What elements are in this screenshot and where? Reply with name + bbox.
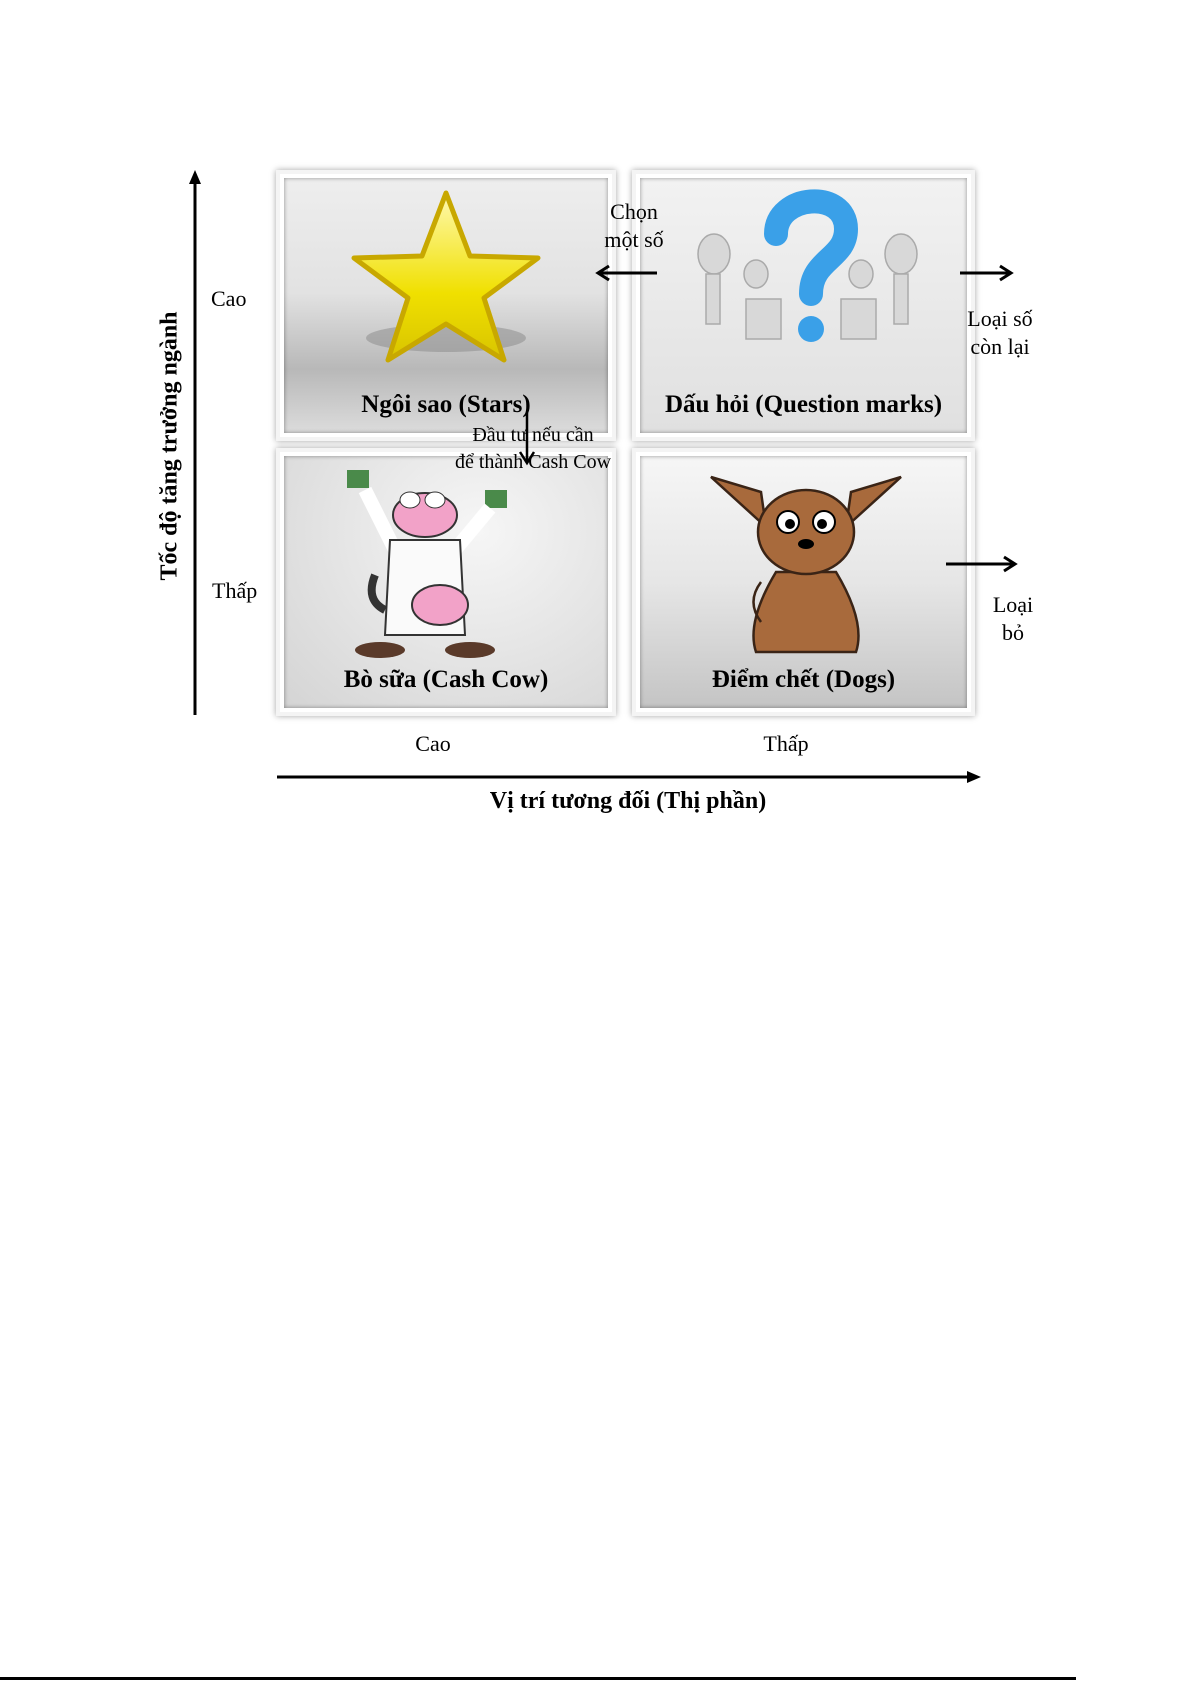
choose-some-label: Chọn một số [604,198,663,254]
invest-label: Đầu tư nếu cần để thành Cash Cow [455,422,611,476]
left-arrow-to-stars [595,264,657,282]
cash-cow-title: Bò sữa (Cash Cow) [343,666,549,693]
quadrant-dogs: Điểm chết (Dogs) [632,448,975,716]
drop-rest-line-2: còn lại [970,334,1030,359]
drop-rest-line-1: Loại số [967,306,1033,331]
down-arrow-invest [518,412,536,466]
right-arrow-drop-rest [960,264,1014,282]
quadrant-question-marks: Dấu hỏi (Question marks) [632,170,975,441]
quadrant-cash-cow: Bò sữa (Cash Cow) [276,448,616,716]
eliminate-label: Loại bỏ [993,591,1033,647]
dogs-title: Điểm chết (Dogs) [711,666,896,693]
x-axis-arrow [277,771,981,783]
question-mark-icon [697,189,918,342]
eliminate-line-1: Loại [992,592,1034,617]
stars-title: Ngôi sao (Stars) [361,391,531,418]
eliminate-line-2: bỏ [1001,620,1024,645]
invest-line-1: Đầu tư nếu cần [472,424,594,446]
cow-icon [347,470,507,658]
y-axis-low-label: Thấp [212,578,258,603]
quadrant-stars: Ngôi sao (Stars) [276,170,616,441]
y-axis-arrow [189,170,201,715]
y-axis-title: Tốc độ tăng trưởng ngành [156,311,183,581]
page-bottom-rule [0,1677,1076,1680]
x-axis-low-label: Thấp [763,731,809,756]
question-marks-title: Dấu hỏi (Question marks) [664,391,943,418]
x-axis-title: Vị trí tương đối (Thị phần) [489,788,767,814]
x-axis-high-label: Cao [415,731,451,756]
choose-line-1: Chọn [610,199,658,224]
choose-line-2: một số [604,227,664,252]
y-axis-high-label: Cao [211,286,247,311]
star-icon [351,190,541,363]
dog-icon [710,475,902,654]
drop-rest-label: Loại số còn lại [967,305,1032,361]
invest-line-2: để thành Cash Cow [454,451,612,473]
right-arrow-eliminate [946,555,1018,573]
